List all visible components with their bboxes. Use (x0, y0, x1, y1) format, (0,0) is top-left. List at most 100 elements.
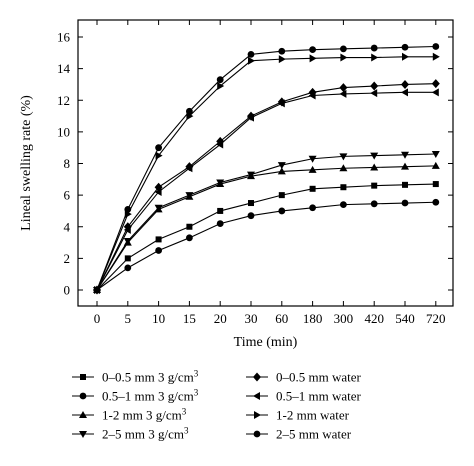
y-tick-label: 6 (64, 188, 71, 203)
x-tick-label: 540 (395, 311, 415, 326)
legend-label: 2–5 mm 3 g/cm3 (102, 426, 189, 442)
legend-label: 0.5–1 mm 3 g/cm3 (102, 388, 199, 404)
data-point (247, 50, 255, 58)
legend-label-text: 2–5 mm water (276, 427, 352, 442)
data-point (431, 79, 440, 89)
series-line (96, 56, 436, 291)
legend-item: 0.5–1 mm 3 g/cm3 (72, 388, 199, 404)
data-point (431, 88, 439, 97)
series-2 (93, 198, 440, 294)
data-point (370, 44, 378, 52)
legend-item: 0–0.5 mm water (246, 370, 362, 385)
data-point (186, 234, 193, 242)
legend: 0–0.5 mm 3 g/cm3 0.5–1 mm 3 g/cm3 1-2 mm 3… (72, 369, 362, 442)
data-point (155, 151, 163, 160)
data-point (247, 212, 255, 220)
data-point (123, 237, 132, 245)
series-8 (93, 43, 440, 294)
legend-label-text: 0.5–1 mm water (276, 389, 362, 404)
data-point (309, 185, 316, 192)
data-point (309, 46, 316, 54)
data-point (186, 223, 193, 230)
series-line (96, 91, 436, 291)
series-line (96, 153, 436, 291)
legend-label-text: 2–5 mm 3 g/cm (102, 427, 184, 442)
data-point (309, 204, 316, 212)
x-tick-label: 20 (214, 311, 227, 326)
data-point (248, 56, 255, 65)
data-point (155, 144, 163, 152)
series-5 (93, 79, 440, 295)
series-line (96, 83, 436, 291)
data-point (247, 171, 255, 179)
data-point (339, 164, 348, 172)
x-tick-label: 420 (364, 311, 384, 326)
data-point (154, 204, 163, 212)
legend-marker (79, 392, 87, 400)
legend-marker (253, 392, 260, 400)
series-4 (93, 151, 440, 294)
data-point (370, 163, 379, 171)
series-line (96, 201, 436, 291)
series-1 (94, 181, 439, 293)
data-point (339, 153, 348, 161)
data-point (371, 53, 379, 62)
legend-marker (79, 411, 87, 418)
data-point (124, 255, 131, 262)
data-point (185, 164, 193, 173)
x-tick-label: 5 (125, 311, 132, 326)
y-tick-label: 14 (57, 61, 71, 76)
data-point (308, 91, 316, 100)
legend-label: 1-2 mm 3 g/cm3 (102, 407, 187, 423)
data-point (155, 236, 162, 243)
data-point (124, 264, 132, 272)
x-tick-label: 180 (303, 311, 323, 326)
series-line (96, 45, 436, 291)
x-tick-label: 30 (245, 311, 258, 326)
data-point (277, 99, 285, 108)
legend-marker (254, 411, 261, 419)
y-tick-label: 2 (64, 251, 71, 266)
data-point (371, 182, 378, 189)
data-point (185, 192, 194, 200)
data-point (340, 201, 347, 209)
x-tick-label: 300 (334, 311, 354, 326)
data-point (401, 162, 409, 170)
data-point (309, 54, 317, 63)
data-point (401, 43, 409, 51)
data-point (339, 89, 347, 98)
plot-frame (77, 19, 454, 307)
data-point (308, 155, 317, 163)
legend-item: 0–0.5 mm 3 g/cm3 (72, 369, 199, 385)
y-tick-label: 4 (64, 219, 71, 234)
legend-label-text: 1-2 mm 3 g/cm (102, 408, 182, 423)
data-point (154, 187, 162, 196)
legend-marker (253, 372, 261, 382)
data-point (123, 225, 131, 234)
legend-marker (253, 430, 261, 438)
x-tick-label: 720 (426, 311, 446, 326)
data-point (401, 151, 409, 159)
data-point (431, 151, 440, 159)
y-axis-title: Lineal swelling rate (%) (19, 95, 34, 231)
y-tick-label: 16 (57, 30, 71, 45)
legend-label-text: 1-2 mm water (276, 408, 350, 423)
y-tick-label: 8 (64, 156, 71, 171)
data-point (277, 162, 286, 170)
data-point (402, 52, 409, 61)
legend-label: 0.5–1 mm water (276, 389, 362, 404)
legend-item: 2–5 mm water (246, 427, 352, 442)
data-point (339, 83, 348, 93)
data-point (431, 161, 440, 169)
legend-label-text: 0–0.5 mm water (276, 370, 362, 385)
y-tick-label: 12 (57, 93, 70, 108)
data-point (216, 76, 224, 84)
legend-label-superscript: 3 (194, 388, 199, 398)
data-point (217, 82, 225, 91)
legend-label-text: 0.5–1 mm 3 g/cm (102, 389, 194, 404)
data-point (340, 45, 347, 53)
data-point (216, 220, 224, 227)
data-point (370, 152, 379, 160)
series-6 (93, 88, 439, 294)
